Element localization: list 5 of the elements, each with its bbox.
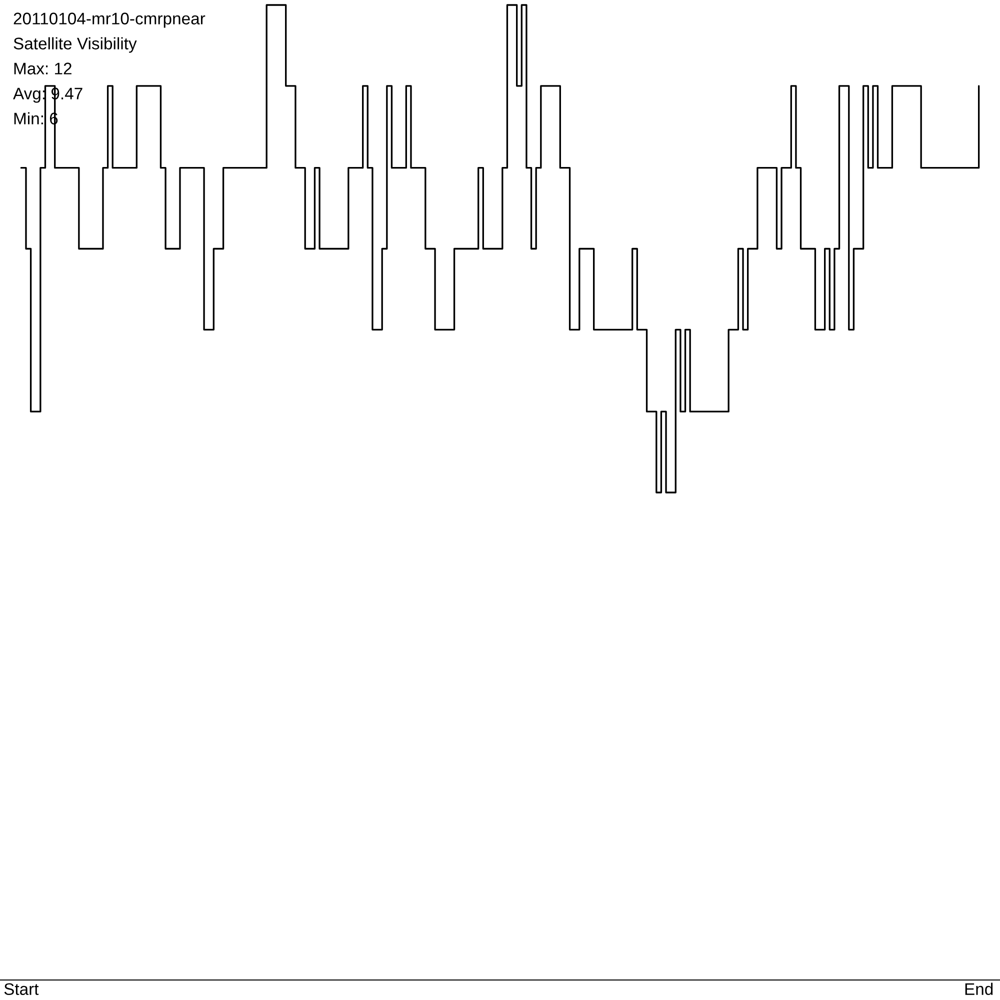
- text: Satellite Visibility: [14, 37, 137, 53]
- x-tick-label: Start: [4, 983, 39, 996]
- annotation: Max: 12: [14, 62, 72, 74]
- chart-title: 20110104-mr10-cmrpnear: [14, 12, 206, 28]
- x-tick-label: End: [965, 982, 993, 996]
